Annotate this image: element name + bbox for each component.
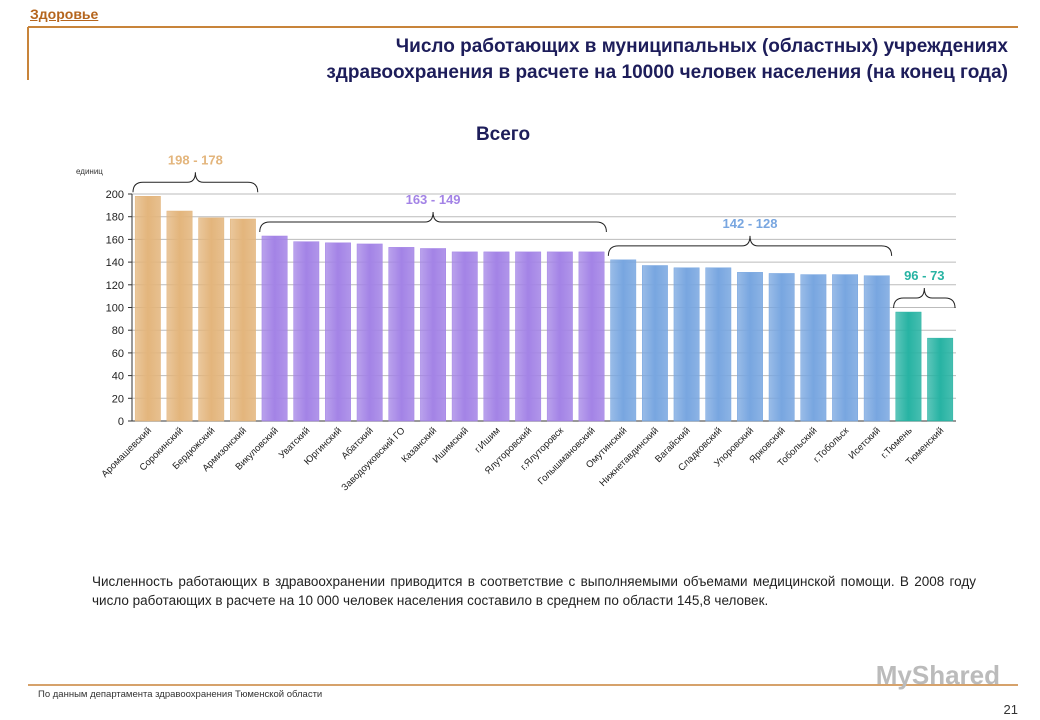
y-tick-label: 200 (106, 189, 124, 201)
x-tick-label: Нижнетавдинский (598, 425, 662, 489)
page-number: 21 (1003, 702, 1018, 717)
slide-title: Число работающих в муниципальных (област… (188, 34, 1008, 86)
bar (578, 251, 605, 422)
y-tick-label: 140 (106, 257, 124, 269)
y-tick-label: 60 (112, 348, 124, 360)
y-tick-label: 120 (106, 280, 124, 292)
bar (610, 259, 637, 422)
title-line: Число работающих в муниципальных (област… (395, 36, 1008, 57)
bar (641, 265, 668, 422)
header: Здоровье (30, 6, 99, 22)
bar (293, 241, 320, 422)
bar (800, 274, 827, 422)
brace (259, 211, 607, 233)
y-tick-label: 20 (112, 393, 124, 405)
bar (388, 247, 415, 422)
y-tick-label: 100 (106, 303, 124, 315)
bar (134, 196, 161, 422)
bar (356, 243, 383, 422)
legend-label: 142 - 128 (723, 216, 778, 231)
y-tick-label: 160 (106, 234, 124, 246)
y-tick-label: 180 (106, 212, 124, 224)
x-tick-label: г.Тобольск (811, 425, 851, 465)
y-tick-label: 40 (112, 371, 124, 383)
brace (132, 172, 259, 193)
chart: Всего единиц 0 20 40 60 80 100 120 140 160 180 200… (76, 124, 956, 493)
bar (325, 242, 351, 422)
bar (737, 272, 763, 422)
y-axis-label: единиц (76, 167, 103, 176)
bar (229, 218, 256, 422)
x-tick-label: Голышмановский (536, 425, 598, 487)
bar (261, 235, 288, 422)
bar (705, 267, 732, 422)
paragraph: Численность работающих в здравоохранении… (92, 574, 976, 608)
x-tick-label: Заводоуковский ГО (340, 425, 408, 493)
x-tick-label: г.Ишим (473, 425, 503, 455)
bar (451, 251, 478, 422)
brace (893, 288, 956, 309)
bar (832, 274, 859, 422)
bar (483, 251, 510, 422)
bar (673, 267, 700, 422)
chart-title: Всего (476, 124, 530, 145)
legend-label: 96 - 73 (904, 268, 944, 283)
legend-label: 198 - 178 (168, 152, 223, 167)
title-line: здравоохранения в расчете на 10000 челов… (326, 62, 1008, 83)
legend-label: 163 - 149 (406, 192, 461, 207)
bar (198, 217, 225, 422)
bar (166, 210, 193, 422)
bar (768, 273, 795, 422)
x-tick-label: Исетский (847, 425, 883, 461)
bar (895, 311, 922, 422)
y-tick-label: 0 (118, 416, 124, 428)
bar (546, 251, 573, 422)
bar (927, 337, 954, 422)
footer-source: По данным департамента здравоохранения Т… (38, 689, 323, 700)
bar (863, 275, 890, 422)
y-tick-label: 80 (112, 325, 124, 337)
bar (515, 251, 542, 422)
bar (420, 248, 447, 422)
watermark: MyShared (875, 660, 1000, 690)
brace (607, 235, 893, 256)
